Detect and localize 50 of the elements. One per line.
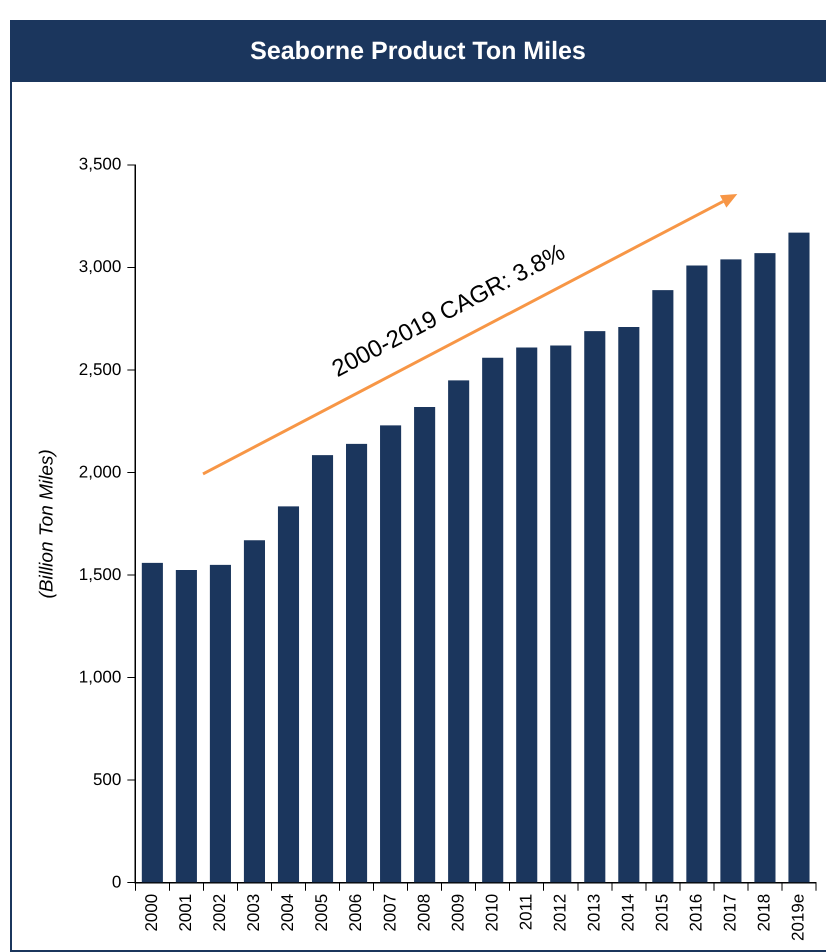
bar — [414, 406, 436, 882]
bar — [312, 455, 334, 882]
x-tick-label: 2005 — [312, 894, 332, 932]
x-tick-label: 2007 — [380, 894, 400, 932]
y-tick-label: 500 — [92, 770, 122, 789]
bar — [686, 265, 708, 882]
bar — [380, 425, 402, 882]
bar — [482, 358, 504, 882]
bar — [142, 562, 163, 882]
y-tick-label: 1,000 — [78, 667, 122, 686]
x-tick-label: 2015 — [652, 894, 672, 932]
y-tick-label: 3,000 — [78, 257, 122, 276]
bar — [754, 253, 776, 882]
y-axis-title: (Billion Ton Miles) — [36, 449, 58, 598]
x-tick-label: 2012 — [550, 894, 570, 932]
bar — [210, 564, 231, 882]
bar — [346, 444, 368, 882]
x-tick-label: 2006 — [346, 894, 366, 932]
bar — [652, 290, 674, 882]
y-tick-label: 3,500 — [78, 154, 122, 174]
x-tick-label: 2008 — [414, 894, 434, 932]
x-tick-label: 2016 — [686, 894, 706, 932]
x-tick-label: 2002 — [210, 894, 230, 932]
x-tick-label: 2010 — [482, 894, 502, 932]
bar — [720, 259, 742, 882]
x-tick-label: 2014 — [618, 894, 638, 932]
bar — [244, 540, 266, 882]
bar — [550, 345, 572, 882]
bar — [278, 506, 300, 882]
x-tick-label: 2001 — [176, 894, 196, 932]
x-tick-label: 2009 — [448, 894, 468, 932]
bar — [516, 348, 538, 882]
y-tick-label: 2,500 — [78, 360, 122, 379]
x-tick-label: 2013 — [584, 894, 604, 932]
y-tick-label: 2,000 — [78, 462, 122, 482]
y-tick-label: 0 — [112, 872, 122, 892]
bar — [448, 380, 470, 882]
x-tick-label: 2011 — [516, 894, 536, 930]
bar — [618, 327, 640, 882]
x-tick-label: 2004 — [278, 894, 298, 932]
x-tick-label: 2019e — [788, 894, 808, 942]
chart-title: Seaborne Product Ton Miles — [10, 20, 826, 82]
x-tick-label: 2017 — [720, 894, 740, 932]
x-tick-label: 2018 — [754, 894, 774, 932]
bar — [176, 570, 197, 882]
bar — [584, 331, 606, 882]
x-tick-label: 2003 — [244, 894, 264, 932]
bar — [788, 232, 810, 882]
y-tick-label: 1,500 — [78, 564, 122, 584]
x-tick-label: 2000 — [142, 894, 162, 932]
